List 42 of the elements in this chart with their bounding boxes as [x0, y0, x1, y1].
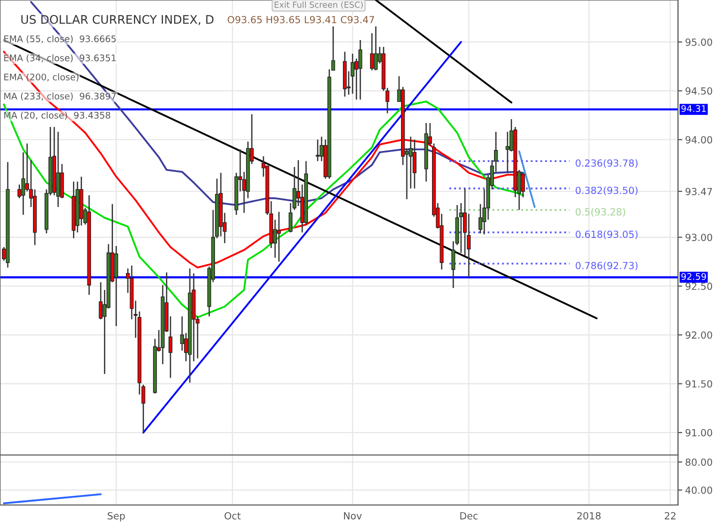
annotation: 0.382(93.50) — [576, 186, 638, 196]
x-tick-label: Dec — [460, 512, 478, 520]
y-tick-label: 80.00 — [686, 458, 712, 466]
x-tick-label: 2018 — [577, 512, 601, 520]
x-tick-label: Nov — [344, 512, 362, 520]
y-tick-label: 95.00 — [686, 38, 712, 46]
x-tick-label: Sep — [108, 512, 125, 522]
candlestick — [56, 131, 60, 208]
annotation: 0.5(93.28) — [576, 208, 626, 217]
annotation: 0.618(93.05) — [576, 230, 638, 240]
candlestick — [316, 139, 320, 162]
candlestick — [506, 131, 510, 174]
annotation: MA (233, close) 96.3897 — [4, 92, 116, 101]
candlestick — [114, 245, 118, 327]
x-tick-label: 22 — [664, 512, 676, 520]
y-tick-label: 94.50 — [686, 87, 712, 95]
candlestick — [374, 26, 378, 71]
candlestick — [459, 202, 463, 254]
annotation: O93.65 H93.65 L93.41 C93.47 — [228, 16, 374, 24]
y-tick-label: 91.00 — [686, 429, 712, 436]
candlestick — [412, 139, 416, 190]
line-series — [2, 100, 524, 318]
y-tick-label: 40.00 — [685, 486, 712, 494]
ref-line-label: 92.59 — [681, 273, 706, 280]
y-tick-label: 93.00 — [686, 234, 712, 242]
annotation: EMA (55, close) 93.6665 — [4, 35, 116, 44]
candlestick — [277, 211, 281, 262]
candlestick — [521, 173, 525, 198]
y-tick-label: 92.00 — [686, 331, 712, 339]
y-tick-label: 91.50 — [686, 380, 712, 388]
y-tick-label: 92.50 — [686, 282, 712, 290]
x-tick-label: Oct — [224, 512, 241, 520]
y-tick-label: 93.47 — [686, 188, 712, 196]
candlestick — [358, 39, 362, 100]
annotation: Exit Full Screen (ESC) — [274, 1, 363, 9]
annotation: 0.786(92.73) — [576, 262, 638, 270]
annotation: 0.236(93.78) — [576, 159, 638, 168]
candlestick — [370, 32, 374, 71]
text: US DOLLAR CURRENCY INDEX, D — [21, 14, 214, 26]
annotation: EMA (200, close) — [4, 73, 78, 82]
y-tick-label: 94.00 — [686, 136, 712, 144]
ref-line-label: 94.31 — [681, 105, 706, 112]
